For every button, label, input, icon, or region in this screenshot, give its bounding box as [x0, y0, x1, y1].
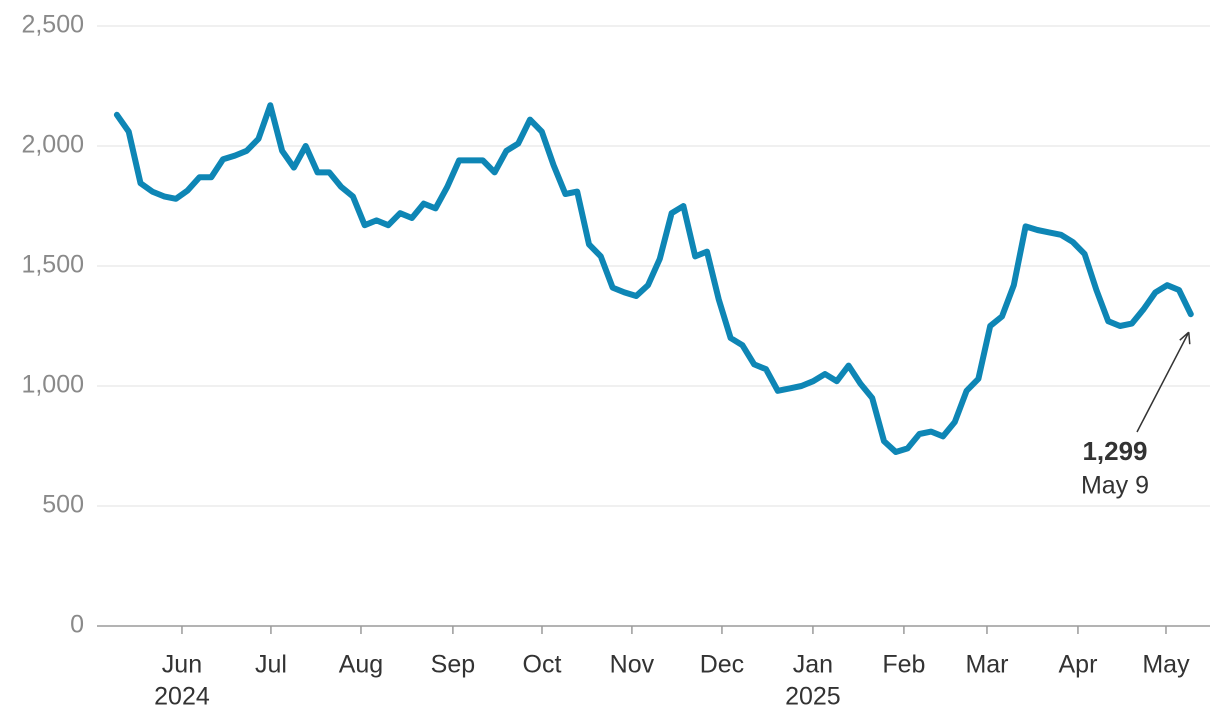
x-tick-label: Sep	[431, 651, 475, 679]
year-label: 2025	[785, 683, 841, 711]
y-tick-label: 1,500	[21, 251, 84, 279]
x-tick-label: Jan	[793, 651, 833, 679]
y-tick-label: 0	[70, 611, 84, 639]
annotation-value: 1,299	[1082, 436, 1147, 466]
x-tick-label: Jul	[255, 651, 287, 679]
annotation-arrowhead	[1179, 331, 1191, 345]
x-tick-label: Nov	[610, 651, 655, 679]
y-tick-label: 1,000	[21, 371, 84, 399]
x-tick-label: Oct	[523, 651, 562, 679]
x-tick-label: Jun	[162, 651, 202, 679]
y-tick-label: 500	[42, 491, 84, 519]
x-tick-label: May	[1142, 651, 1190, 679]
x-tick-label: Aug	[339, 651, 383, 679]
x-tick-label: Feb	[882, 651, 925, 679]
x-tick-label: Apr	[1059, 651, 1098, 679]
x-tick-label: Mar	[965, 651, 1008, 679]
annotation-arrow	[1136, 331, 1190, 433]
annotation-text: May 9	[1081, 472, 1149, 500]
line	[113, 102, 1194, 455]
year-label: 2024	[154, 683, 210, 711]
x-tick-label: Dec	[700, 651, 744, 679]
y-tick-label: 2,000	[21, 131, 84, 159]
y-tick-label: 2,500	[21, 11, 84, 39]
